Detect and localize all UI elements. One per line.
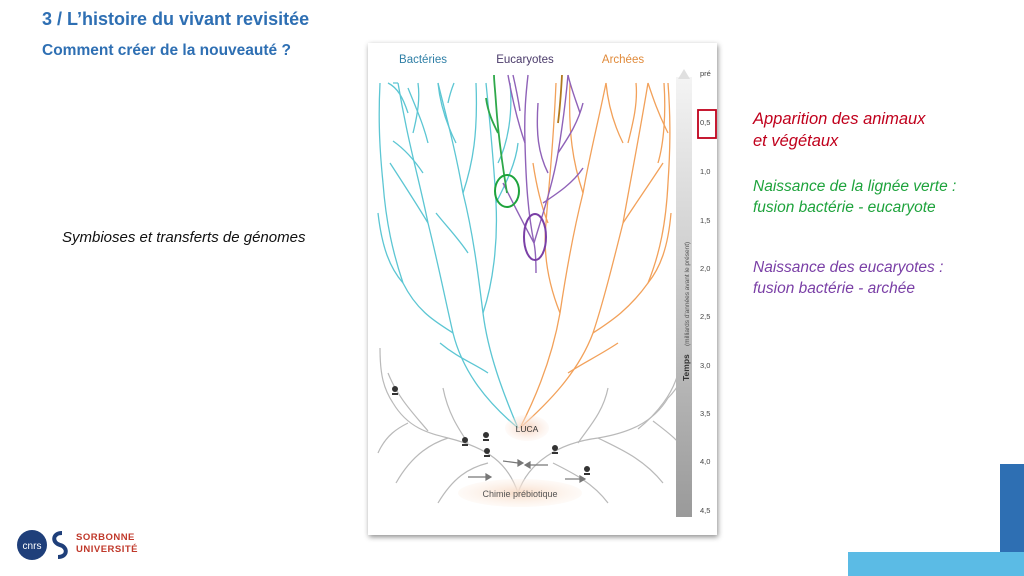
base-glow [458,479,582,507]
sorbonne-line2: UNIVERSITÉ [76,544,139,555]
cnrs-logo-circle [17,530,47,560]
sorbonne-line1: SORBONNE [76,532,135,543]
eukaryote-branches [502,74,584,274]
annotation-purple-line2: fusion bactérie - archée [753,280,915,297]
decorative-bar-horizontal [848,552,1024,576]
timeline-subtitle: (milliards d'années avant le présent) [684,242,691,346]
annotation-green-line2: fusion bactérie - eucaryote [753,199,936,216]
base-label: Chimie prébiotique [482,489,557,499]
tick-2-5: 2,5 [700,312,710,321]
cnrs-logo-text: cnrs [23,541,42,552]
transfer-arrows [468,458,587,484]
cnrs-sorbonne-logo: cnrs [17,530,68,560]
left-caption: Symbioses et transferts de génomes [62,229,306,246]
timeline-title: Temps [681,354,691,381]
tick-4-5: 4,5 [700,506,710,515]
tick-1-0: 1,0 [700,167,710,176]
luca-label: LUCA [516,424,539,434]
label-archaea: Archées [602,54,644,66]
green-fusion-circle [494,174,520,208]
green-lineage [485,74,508,194]
tick-pre: pré [700,69,711,78]
tree-of-life-figure: Bactéries Eucaryotes Archées [368,43,717,535]
timeline-bar [676,77,692,517]
timeline-arrow [678,69,690,79]
annotation-purple-line1: Naissance des eucaryotes : [753,259,944,276]
tick-0-5: 0,5 [700,118,710,127]
bacteria-branches [377,82,519,429]
annotation-green-line1: Naissance de la lignée verte : [753,178,957,195]
brown-lineage [557,74,563,124]
extinction-icons [392,386,590,475]
tick-1-5: 1,5 [700,216,710,225]
annotation-animals-line2: et végétaux [753,132,839,150]
slide-subtitle: Comment créer de la nouveauté ? [42,42,291,59]
archaea-branches [519,82,672,429]
tick-2-0: 2,0 [700,264,710,273]
annotation-animals: Apparition des animaux et végétaux [753,108,925,152]
annotation-animals-line1: Apparition des animaux [753,110,926,128]
tick-3-0: 3,0 [700,361,710,370]
label-eukaryotes: Eucaryotes [496,54,554,66]
label-bacteria: Bactéries [399,54,447,66]
purple-fusion-circle [523,213,547,261]
tick-3-5: 3,5 [700,409,710,418]
annotation-green-lineage: Naissance de la lignée verte : fusion ba… [753,176,956,218]
slide-title: 3 / L’histoire du vivant revisitée [42,9,310,29]
tick-4-0: 4,0 [700,457,710,466]
highlight-box-0-5 [697,109,717,139]
timeline-ticks: pré 0,5 1,0 1,5 2,0 2,5 3,0 3,5 4,0 4,5 [700,69,711,515]
tree-of-life-svg: Bactéries Eucaryotes Archées [377,54,717,517]
luca-glow [505,415,549,441]
annotation-eukaryotes: Naissance des eucaryotes : fusion bactér… [753,257,943,299]
sorbonne-logo-s [52,531,68,559]
